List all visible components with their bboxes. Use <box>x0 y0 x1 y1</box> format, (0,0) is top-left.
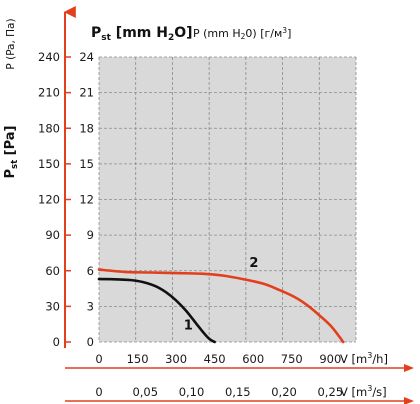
x-axis-label: V [m3/h] <box>340 351 388 366</box>
series-label-1: 1 <box>184 319 193 334</box>
y-tick-label-pa: 60 <box>45 264 60 278</box>
plot-area <box>99 57 356 342</box>
x-tick-label: 750 <box>281 352 303 366</box>
y-tick-label-mm: 15 <box>79 157 94 171</box>
x-tick-label: 450 <box>204 352 226 366</box>
y-axis-label-alt: P (Pa, Па) <box>5 18 17 69</box>
x-tick-label: 0,20 <box>271 385 297 399</box>
x-axis-arrow <box>404 397 414 404</box>
x-axis-label: V [m3/s] <box>340 384 387 399</box>
y-tick-label-pa: 240 <box>38 50 60 64</box>
x-axis-m3s: 0 0,05 0,10 0,15 0,20 0,25V [m3/s] <box>65 384 414 404</box>
y-tick-label-pa: 30 <box>45 299 60 313</box>
y-tick-label-pa: 210 <box>38 86 60 100</box>
chart-title-secondary: P (mm H20) [г/м3] <box>193 26 291 41</box>
y-tick-label-mm: 24 <box>79 50 94 64</box>
series-line-1 <box>97 277 216 344</box>
y-tick-label-pa: 0 <box>53 335 60 349</box>
x-tick-label: 0,05 <box>132 385 158 399</box>
grid <box>98 56 357 343</box>
y-tick-label-mm: 6 <box>87 264 94 278</box>
series-label-2: 2 <box>249 256 258 271</box>
y-tick-label-pa: 150 <box>38 157 60 171</box>
chart-title-primary: Pst [mm H2O] <box>91 25 193 43</box>
x-tick-label: 0,10 <box>179 385 205 399</box>
y-tick-label-mm: 18 <box>79 121 94 135</box>
x-tick-label: 0,15 <box>225 385 251 399</box>
series-layer <box>97 268 345 344</box>
y-tick-label-mm: 21 <box>79 86 94 100</box>
x-tick-label: 150 <box>127 352 149 366</box>
y-tick-label-mm: 12 <box>79 193 94 207</box>
x-tick-label: 0 <box>95 385 102 399</box>
series-line-2 <box>97 268 345 344</box>
x-tick-label: 300 <box>165 352 187 366</box>
x-tick-label: 0,25 <box>317 385 343 399</box>
y-axis-label-pa: Pst [Pa] <box>3 125 20 178</box>
y-tick-label-pa: 90 <box>45 228 60 242</box>
x-axis-arrow <box>404 364 414 372</box>
x-tick-label: 900 <box>319 352 341 366</box>
x-tick-label: 0 <box>95 352 102 366</box>
y-tick-label-mm: 9 <box>87 228 94 242</box>
y-tick-label-mm: 0 <box>87 335 94 349</box>
y-tick-label-pa: 120 <box>38 193 60 207</box>
y-tick-label-mm: 3 <box>87 299 94 313</box>
y-tick-label-pa: 180 <box>38 121 60 135</box>
y-ticks: 0 0 30 3 60 6 90 9 120 12 150 15 180 18 210 21 240 24 <box>38 50 94 349</box>
x-tick-label: 600 <box>242 352 264 366</box>
